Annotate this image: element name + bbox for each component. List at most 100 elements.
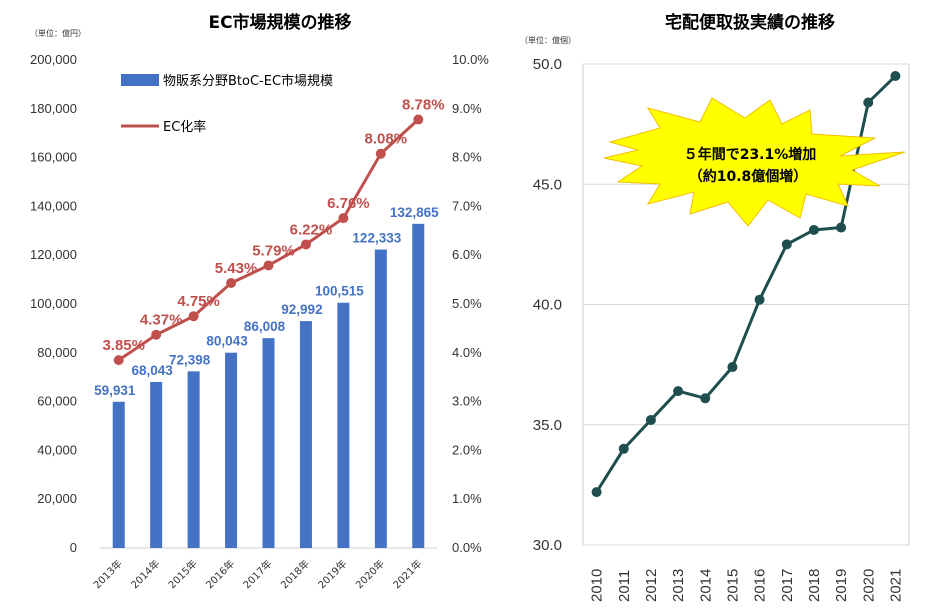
bar: [412, 223, 425, 549]
rate-point: [338, 213, 349, 224]
callout-burst-shape: [603, 97, 906, 227]
right-y-tick: 0.0%: [452, 540, 482, 555]
bar-value-label: 80,043: [206, 334, 248, 349]
right-x-tick: 2010: [589, 569, 606, 602]
right-chart-title: 宅配便取扱実績の推移: [665, 12, 835, 33]
right-x-tick: 2012: [643, 569, 660, 602]
parcel-point: [863, 97, 874, 108]
parcel-point: [808, 224, 819, 235]
bar: [262, 338, 275, 548]
callout-line-1: ５年間で23.1%増加: [684, 146, 817, 163]
rate-value-label: 4.75%: [177, 293, 220, 310]
right-y-tick: 30.0: [533, 537, 562, 554]
right-y-tick: 9.0%: [452, 101, 482, 116]
parcel-point: [645, 414, 656, 425]
left-rate-line: 3.85% 4.37% 4.75% 5.43%5.79% 6.22% 6.76% 8.08%…: [102, 97, 445, 366]
right-x-tick: 2011: [616, 570, 633, 602]
legend-bar-label: 物販系分野BtoC-EC市場規模: [163, 73, 333, 89]
left-y-tick: 80,000: [37, 345, 77, 360]
bar-value-label: 59,931: [94, 383, 136, 398]
left-y-tick: 100,000: [30, 296, 77, 311]
right-x-tick: 2020: [860, 569, 877, 602]
bar: [374, 249, 387, 548]
right-y-tick: 4.0%: [452, 345, 482, 360]
left-x-tick: 2015年: [165, 557, 199, 591]
right-x-tick: 2018: [806, 569, 823, 602]
left-x-tick: 2018年: [278, 557, 312, 591]
legend-bar-swatch: [121, 74, 159, 86]
bar-value-label: 92,992: [281, 302, 322, 317]
left-x-tick: 2020年: [353, 557, 387, 591]
right-x-tick: 2019: [833, 569, 850, 602]
parcel-point: [836, 222, 847, 233]
left-y-tick: 60,000: [37, 394, 77, 409]
parcel-point: [618, 443, 629, 454]
right-y-tick: 35.0: [533, 417, 562, 434]
left-x-tick: 2019年: [315, 557, 349, 591]
rate-value-label: 4.37%: [140, 312, 183, 329]
rate-value-label: 3.85%: [102, 337, 145, 354]
bar: [225, 352, 238, 548]
right-y-tick: 40.0: [533, 297, 562, 314]
parcel-point: [727, 362, 738, 373]
right-y-tick: 6.0%: [452, 247, 482, 262]
parcel-point: [673, 386, 684, 397]
right-y-tick: 5.0%: [452, 296, 482, 311]
bar-value-label: 132,865: [390, 205, 439, 220]
right-y-tick: 45.0: [533, 176, 562, 193]
rate-value-label: 5.43%: [215, 260, 258, 277]
parcel-point: [890, 71, 901, 82]
right-y-tick: 3.0%: [452, 394, 482, 409]
bar-value-label: 68,043: [132, 363, 174, 378]
right-x-tick: 2013: [670, 569, 687, 602]
bar: [150, 381, 163, 548]
left-y-tick: 180,000: [30, 101, 77, 116]
bar-value-label: 122,333: [352, 231, 401, 246]
legend-line-label: EC化率: [163, 119, 206, 135]
bar: [112, 401, 125, 548]
right-parcel-line: [591, 71, 901, 498]
rate-point: [113, 355, 124, 366]
right-unit-label: （単位：億個）: [520, 35, 576, 45]
callout-line-2: （約10.8億個増）: [689, 168, 808, 185]
left-x-tick: 2014年: [128, 557, 162, 591]
bar: [337, 302, 350, 548]
rate-point: [300, 239, 311, 250]
left-x-tick: 2016年: [203, 557, 237, 591]
bar-value-label: 72,398: [169, 352, 211, 367]
right-y-tick: 10.0%: [452, 52, 489, 67]
right-x-tick: 2015: [724, 569, 741, 602]
right-y-tick: 2.0%: [452, 442, 482, 457]
parcel-point: [754, 294, 765, 305]
right-x-tick: 2021: [887, 569, 904, 602]
left-y-tick: 120,000: [30, 247, 77, 262]
bar: [299, 321, 312, 548]
left-unit-label: （単位：億円）: [30, 28, 86, 38]
right-y-tick: 8.0%: [452, 150, 482, 165]
left-y-tick: 0: [70, 540, 77, 555]
bar: [187, 371, 200, 548]
bar-value-label: 100,515: [315, 284, 364, 299]
left-x-tick: 2017年: [240, 557, 274, 591]
rate-value-label: 8.78%: [402, 97, 445, 114]
rate-point: [375, 148, 386, 159]
left-y-tick: 40,000: [37, 442, 77, 457]
rate-point: [413, 114, 424, 125]
left-y-tick: 160,000: [30, 150, 77, 165]
rate-value-label: 5.79%: [252, 242, 295, 259]
left-y-tick: 20,000: [37, 491, 77, 506]
parcel-line-path: [595, 74, 897, 493]
left-legend: 物販系分野BtoC-EC市場規模 EC化率: [121, 73, 333, 135]
rate-point: [151, 329, 162, 340]
rate-point: [188, 311, 199, 322]
right-x-tick: 2017: [779, 569, 796, 602]
rate-value-label: 6.76%: [327, 195, 370, 212]
bar-value-label: 86,008: [244, 319, 286, 334]
right-y-tick: 1.0%: [452, 491, 482, 506]
parcel-point: [700, 393, 711, 404]
left-chart-title: EC市場規模の推移: [208, 12, 351, 33]
rate-point: [226, 278, 237, 289]
right-y-tick: 50.0: [533, 56, 562, 73]
